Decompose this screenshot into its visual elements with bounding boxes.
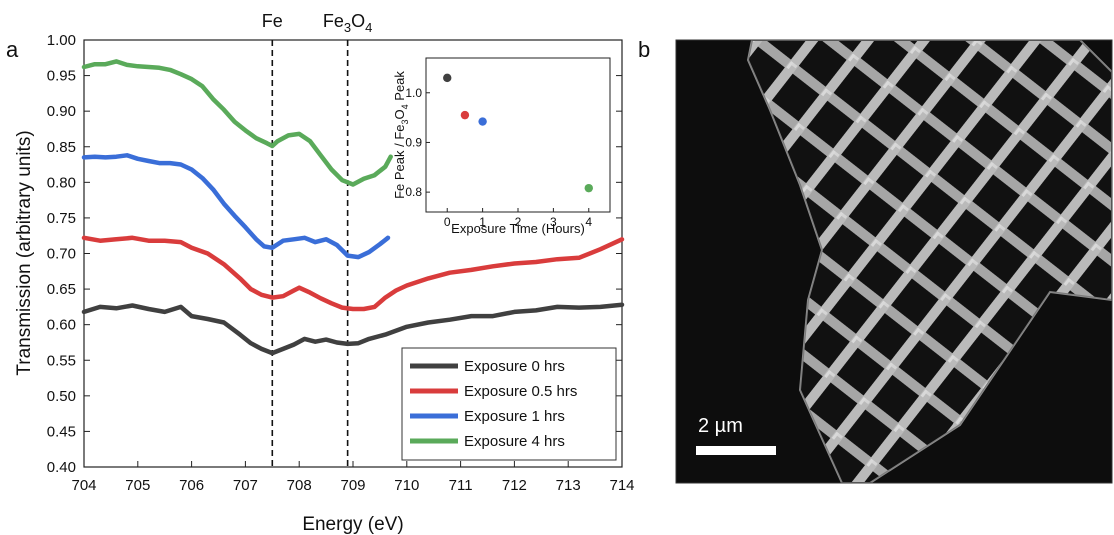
inset-ticks: 0 1 2 3 4 0.8 0.9 1.0 [405,86,592,229]
legend-label: Exposure 1 hrs [464,408,565,425]
inset-y-tick-label: 0.9 [405,135,422,149]
series-line [81,59,393,187]
legend-label: Exposure 0.5 hrs [464,383,577,400]
x-tick-label: 705 [125,477,150,494]
y-tick-label: 0.55 [47,352,76,369]
inset-points [443,73,593,193]
inset-x-tick-label: 1 [479,215,486,229]
inset-frame [425,57,611,213]
inset-data-point [478,117,487,126]
y-tick-label: 0.75 [47,210,76,227]
y-tick-label: 0.95 [47,68,76,85]
inset-data-point [443,73,452,83]
scale-bar-label: 2 µm [698,415,743,437]
y-tick-label: 0.80 [47,174,76,191]
y-tick-label: 0.90 [47,103,76,120]
inset-x-tick-label: 2 [515,215,522,229]
y-tick-label: 0.65 [47,281,76,298]
inset-y-tick-label: 1.0 [405,86,422,100]
inset-data-point [584,183,593,193]
legend-label: Exposure 0 hrs [464,358,565,375]
inset-data-point [460,110,470,120]
y-tick-label: 0.85 [47,139,76,156]
reference-line-label: Fe3O4 [323,11,373,35]
panel-a-letter: a [6,37,19,62]
inset-x-tick-label: 4 [585,215,592,229]
lattice-structure [746,40,1112,483]
x-tick-label: 704 [71,477,96,494]
x-tick-label: 707 [233,477,258,494]
series-line [81,153,391,260]
inset-y-tick-label: 0.8 [405,185,422,199]
x-axis-label: Energy (eV) [302,514,403,535]
reference-lines: Fe Fe3O4 [262,11,373,467]
y-tick-label: 1.00 [47,32,76,49]
reference-line-label: Fe [262,11,283,31]
x-tick-label: 706 [179,477,204,494]
series-line [81,235,625,312]
inset-x-tick-label: 0 [444,215,451,229]
micrograph-frame [675,39,1113,484]
y-tick-label: 0.45 [47,423,76,440]
inset-chart: 0 1 2 3 4 0.8 0.9 1.0 Exposure Time (Hours) Fe … [392,57,611,236]
series-line [81,302,625,356]
inset-x-label: Exposure Time (Hours) [451,221,585,236]
inset-x-tick-label: 3 [550,215,557,229]
x-tick-label: 711 [449,477,473,494]
panel-b-letter: b [638,37,650,62]
y-tick-label: 0.70 [47,246,76,263]
panel-a: a 0.400.450.500.550.600.650.700.750.800.… [6,11,635,535]
panel-b: b 2 µm [638,37,1113,484]
x-tick-label: 712 [502,477,527,494]
y-tick-label: 0.60 [47,317,76,334]
x-tick-label: 709 [340,477,365,494]
x-tick-label: 708 [287,477,312,494]
y-tick-label: 0.40 [47,459,76,476]
sem-micrograph [676,40,1112,483]
series-lines [81,59,625,356]
y-axis-label: Transmission (arbitrary units) [14,130,35,375]
x-tick-label: 713 [556,477,581,494]
x-tick-label: 714 [609,477,634,494]
x-axis-ticks: 704 705 706 707 708 709 710 711 712 713 714 [71,461,635,494]
scale-bar [696,446,776,455]
y-tick-label: 0.50 [47,388,76,405]
y-axis-ticks: 0.400.450.500.550.600.650.700.750.800.85… [47,32,622,476]
x-tick-label: 710 [394,477,419,494]
legend-label: Exposure 4 hrs [464,433,565,450]
inset-y-label: Fe Peak / Fe3O4 Peak [392,71,410,199]
legend: Exposure 0 hrs Exposure 0.5 hrs Exposure 1… [401,347,617,461]
